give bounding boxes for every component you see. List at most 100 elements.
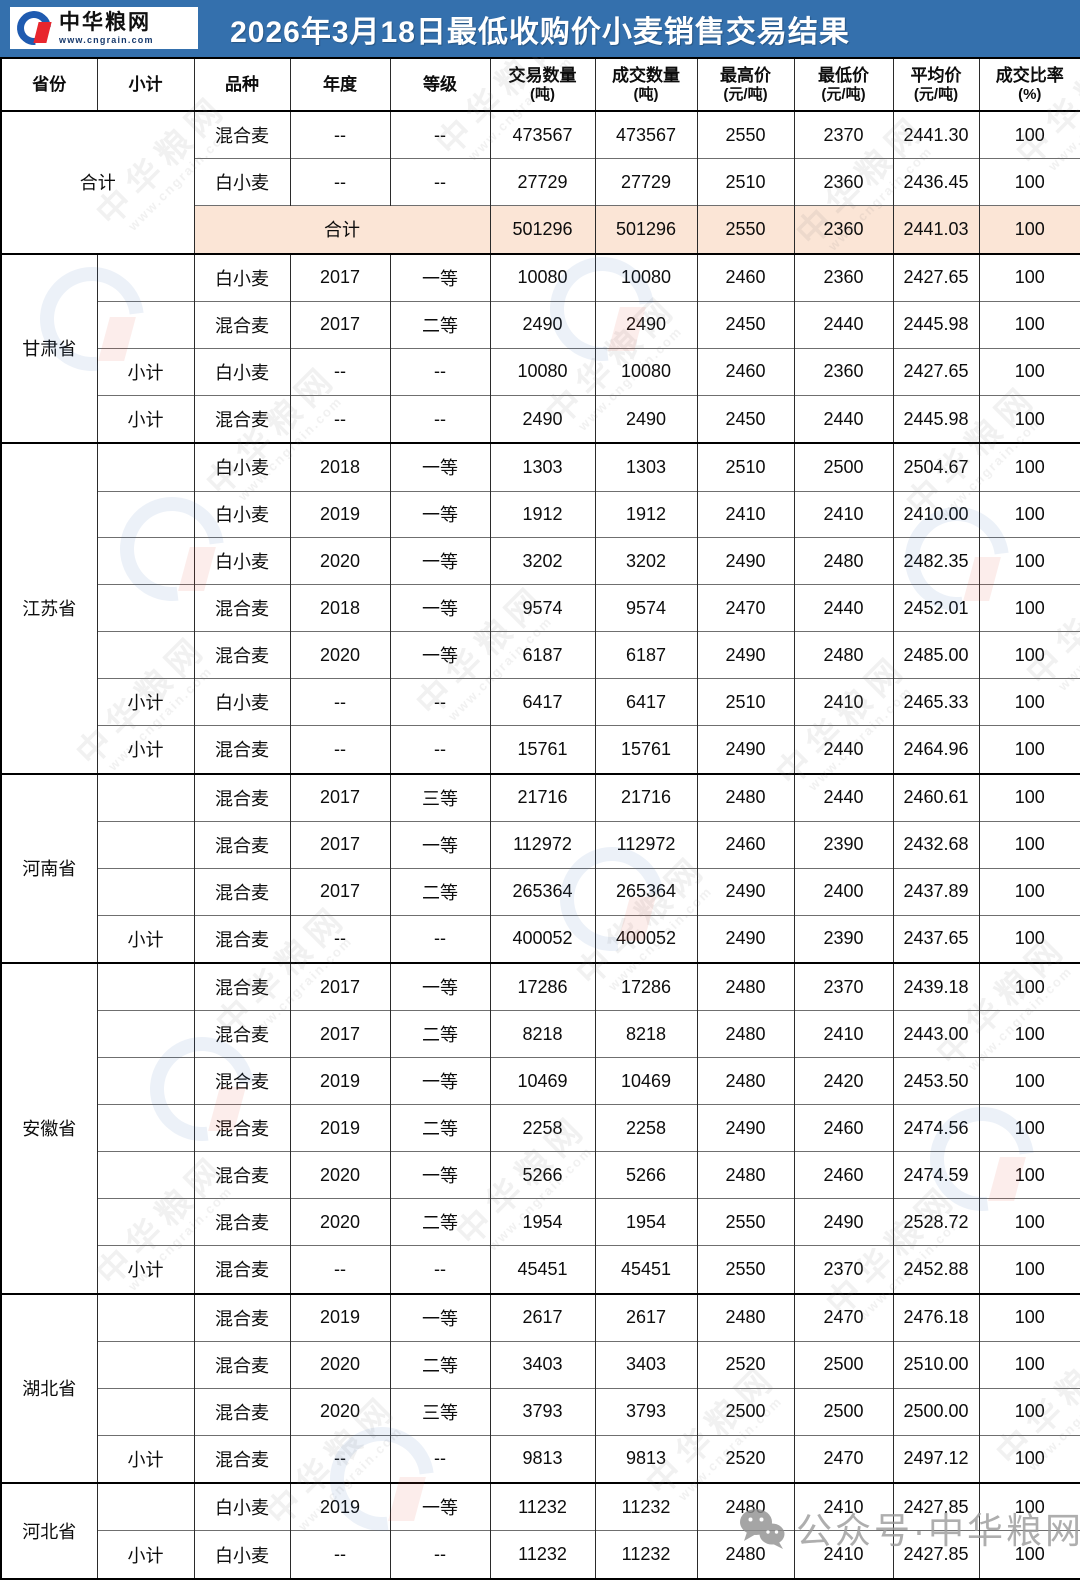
min-price-cell: 2400 <box>793 867 894 916</box>
year-cell: 2018 <box>289 584 391 632</box>
avg-price-cell: 2500.00 <box>892 1387 980 1436</box>
year-cell: 2020 <box>289 1340 391 1389</box>
variety-cell: 白小麦 <box>193 442 291 491</box>
min-price-cell: 2440 <box>793 725 894 774</box>
max-price-cell: 2460 <box>696 820 795 869</box>
deal-ratio-cell: 100 <box>978 1010 1080 1058</box>
deal-ratio-cell: 100 <box>978 490 1080 538</box>
subtotal-cell <box>96 962 195 1011</box>
deal-qty-cell: 2490 <box>594 300 698 349</box>
avg-price-cell: 2453.50 <box>892 1057 980 1105</box>
deal-qty-cell: 27729 <box>594 158 698 206</box>
max-price-cell: 2490 <box>696 914 795 964</box>
deal-qty-cell: 400052 <box>594 914 698 964</box>
avg-price-cell: 2427.65 <box>892 252 980 302</box>
deal-ratio-cell: 100 <box>978 300 1080 349</box>
column-header-6: 交易数量 (吨) <box>489 58 596 112</box>
subtotal-cell <box>96 300 195 349</box>
min-price-cell: 2360 <box>793 205 894 254</box>
deal-ratio-cell: 100 <box>978 631 1080 679</box>
column-header-9: 最低价 (元/吨) <box>793 58 894 112</box>
wechat-account-label: 公众号·中华粮网 <box>796 1510 1080 1551</box>
deal-ratio-cell: 100 <box>978 1340 1080 1389</box>
title-banner: 中华粮网 www.cngrain.com 2026年3月18日最低收购价小麦销售… <box>0 0 1080 57</box>
avg-price-cell: 2427.65 <box>892 347 980 396</box>
trade-qty-cell: 21716 <box>489 772 596 822</box>
deal-ratio-cell: 100 <box>978 1245 1080 1294</box>
min-price-cell: 2360 <box>793 252 894 302</box>
max-price-cell: 2480 <box>696 962 795 1011</box>
trade-qty-cell: 3793 <box>489 1387 596 1436</box>
trade-qty-cell: 501296 <box>489 205 596 254</box>
avg-price-cell: 2410.00 <box>892 490 980 538</box>
avg-price-cell: 2432.68 <box>892 820 980 869</box>
deal-qty-cell: 8218 <box>594 1010 698 1058</box>
grade-cell: 一等 <box>389 1482 491 1531</box>
subtotal-cell <box>96 772 195 822</box>
table-row: 混合麦 2020 一等 6187 6187 2490 2480 2485.00 100 <box>1 631 1080 679</box>
table-row: 甘肃省 白小麦 2017 一等 10080 10080 2460 2360 2427.65 100 <box>0 252 1080 444</box>
table-row: 混合麦 2020 二等 1954 1954 2550 2490 2528.72 100 <box>1 1198 1080 1246</box>
deal-ratio-cell: 100 <box>978 914 1080 964</box>
min-price-cell: 2410 <box>793 678 894 726</box>
variety-cell: 混合麦 <box>193 1245 291 1294</box>
subtotal-cell: 小计 <box>96 394 195 444</box>
avg-price-cell: 2437.89 <box>892 867 980 916</box>
max-price-cell: 2550 <box>696 1245 795 1294</box>
avg-price-cell: 2474.56 <box>892 1104 980 1152</box>
trade-qty-cell: 2490 <box>489 394 596 444</box>
trade-qty-cell: 10469 <box>489 1057 596 1105</box>
grade-cell: 一等 <box>389 442 491 491</box>
deal-ratio-cell: 100 <box>978 584 1080 632</box>
table-row: 小计 混合麦 -- -- 15761 15761 2490 2440 2464.96 100 <box>1 725 1080 774</box>
column-header-4: 年度 <box>289 58 391 112</box>
table-row: 白小麦 2020 一等 3202 3202 2490 2480 2482.35 100 <box>1 537 1080 585</box>
trade-qty-cell: 10080 <box>489 347 596 396</box>
province-cell: 甘肃省 <box>0 252 98 444</box>
min-price-cell: 2390 <box>793 820 894 869</box>
min-price-cell: 2500 <box>793 1387 894 1436</box>
table-row: 混合麦 2020 二等 3403 3403 2520 2500 2510.00 100 <box>1 1340 1080 1389</box>
min-price-cell: 2500 <box>793 1340 894 1389</box>
deal-ratio-cell: 100 <box>978 1482 1080 1531</box>
table-body: 合计 混合麦 -- -- 473567 473567 2550 2370 2441.30 100 白… <box>0 110 1080 1579</box>
max-price-cell: 2480 <box>696 1151 795 1199</box>
deal-qty-cell: 15761 <box>594 725 698 774</box>
grade-cell: -- <box>389 1245 491 1294</box>
column-header-7: 成交数量 (吨) <box>594 58 698 112</box>
min-price-cell: 2470 <box>793 1292 894 1342</box>
subtotal-cell <box>96 631 195 679</box>
grade-cell: -- <box>389 914 491 964</box>
deal-ratio-cell: 100 <box>978 252 1080 302</box>
deal-qty-cell: 45451 <box>594 1245 698 1294</box>
max-price-cell: 2480 <box>696 1010 795 1058</box>
trade-qty-cell: 1912 <box>489 490 596 538</box>
min-price-cell: 2470 <box>793 1434 894 1484</box>
table-row: 混合麦 2020 三等 3793 3793 2500 2500 2500.00 100 <box>1 1387 1080 1436</box>
grade-cell: 二等 <box>389 1010 491 1058</box>
min-price-cell: 2410 <box>793 1482 894 1531</box>
avg-price-cell: 2452.01 <box>892 584 980 632</box>
deal-ratio-cell: 100 <box>978 1151 1080 1199</box>
deal-ratio-cell: 100 <box>978 962 1080 1011</box>
max-price-cell: 2510 <box>696 442 795 491</box>
year-cell: 2019 <box>289 1292 391 1342</box>
grade-cell: 一等 <box>389 820 491 869</box>
variety-cell: 混合麦 <box>193 1387 291 1436</box>
column-header-11: 成交比率 (%) <box>978 58 1080 112</box>
year-cell: 2019 <box>289 1104 391 1152</box>
min-price-cell: 2360 <box>793 347 894 396</box>
variety-cell: 混合麦 <box>193 300 291 349</box>
grade-cell: -- <box>389 678 491 726</box>
year-cell: 2017 <box>289 962 391 1011</box>
trade-qty-cell: 8218 <box>489 1010 596 1058</box>
variety-cell: 白小麦 <box>193 347 291 396</box>
deal-qty-cell: 112972 <box>594 820 698 869</box>
min-price-cell: 2460 <box>793 1104 894 1152</box>
grade-cell: 一等 <box>389 631 491 679</box>
year-cell: -- <box>289 1530 391 1579</box>
table-row: 混合麦 2019 一等 10469 10469 2480 2420 2453.50 100 <box>1 1057 1080 1105</box>
avg-price-cell: 2427.85 <box>892 1530 980 1579</box>
trade-qty-cell: 3403 <box>489 1340 596 1389</box>
year-cell: 2017 <box>289 252 391 302</box>
